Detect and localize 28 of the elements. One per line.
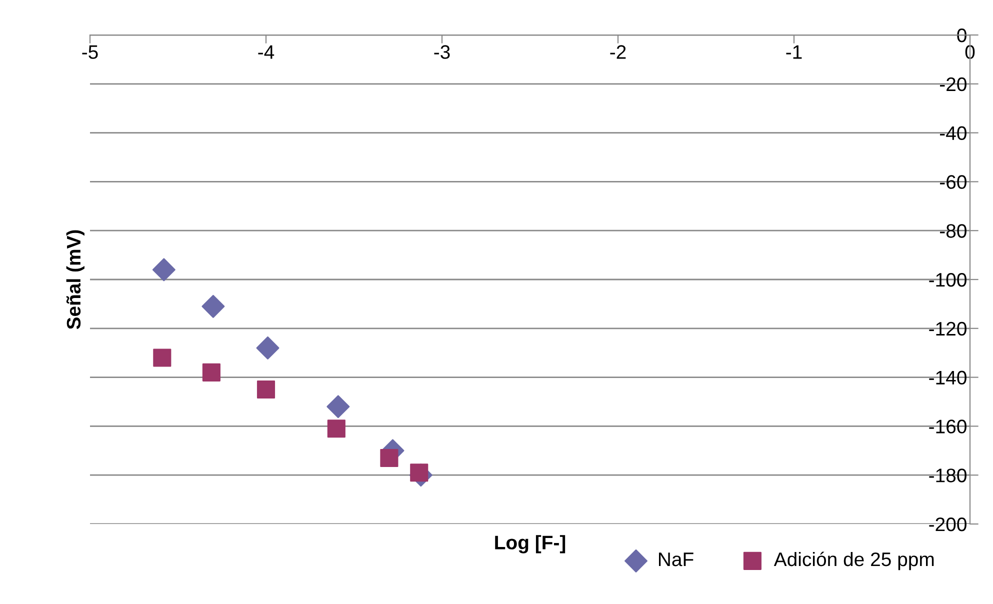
point xyxy=(202,363,220,382)
x-tick-label: -1 xyxy=(786,45,802,59)
x-tick-label: -2 xyxy=(610,45,626,59)
x-tick-label: -3 xyxy=(434,45,450,59)
y-tick-label: -120 xyxy=(929,322,966,336)
legend-label: Adición de 25 ppm xyxy=(774,552,934,570)
y-axis-title: Señal (mV) xyxy=(66,230,84,330)
y-tick-label: -80 xyxy=(940,224,966,238)
y-tick-label: -180 xyxy=(929,468,966,482)
point xyxy=(327,420,346,438)
y-tick-label: -160 xyxy=(929,420,966,434)
x-tick-label: -5 xyxy=(82,45,98,59)
point xyxy=(202,294,225,318)
x-axis-title: Log [F-] xyxy=(495,535,566,554)
y-tick-label: -40 xyxy=(940,126,966,140)
y-tick-label: -60 xyxy=(940,175,966,189)
point xyxy=(152,258,176,282)
y-tick-label: -20 xyxy=(940,77,966,92)
y-tick-label: -140 xyxy=(929,370,966,385)
point xyxy=(380,448,398,468)
point xyxy=(256,380,276,399)
y-tick-label: -100 xyxy=(929,272,966,287)
point xyxy=(256,336,280,360)
point xyxy=(153,348,172,367)
y-tick-label: -200 xyxy=(929,517,966,532)
legend-label: NaF xyxy=(658,552,694,566)
point xyxy=(326,395,350,418)
x-tick-label: -4 xyxy=(258,45,274,59)
